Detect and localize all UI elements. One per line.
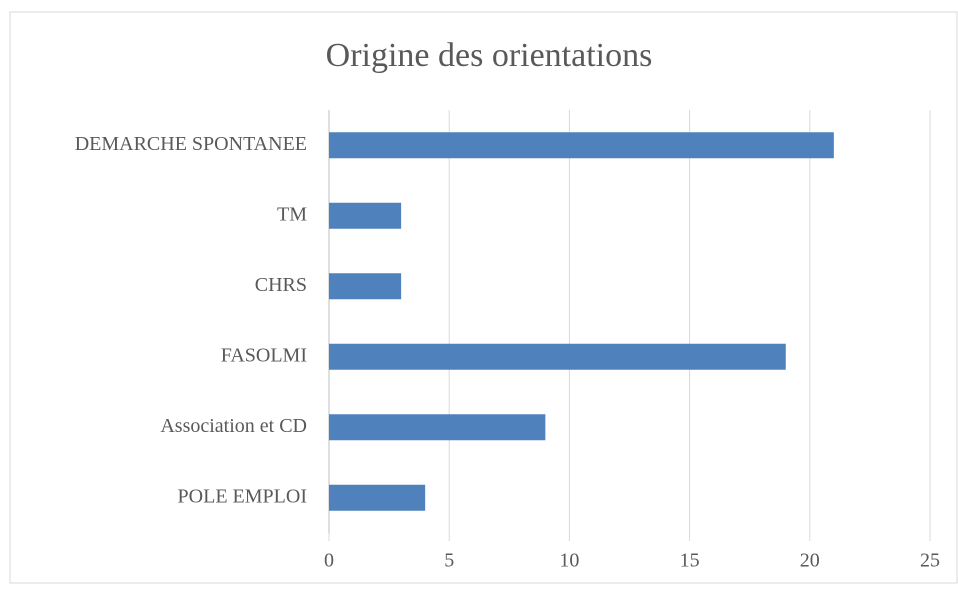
y-tick-label: POLE EMPLOI bbox=[178, 485, 307, 507]
bar bbox=[329, 484, 426, 511]
x-tick-label: 15 bbox=[680, 550, 700, 572]
y-tick-label: TM bbox=[277, 203, 307, 225]
y-tick-label: FASOLMI bbox=[221, 344, 307, 366]
bar bbox=[329, 202, 402, 229]
chart-border bbox=[9, 11, 958, 584]
x-tick-label: 5 bbox=[444, 550, 454, 572]
y-tick-label: DEMARCHE SPONTANEE bbox=[75, 133, 307, 155]
bar bbox=[329, 414, 546, 441]
bar bbox=[329, 273, 402, 300]
bar bbox=[329, 132, 834, 159]
x-tick-label: 10 bbox=[559, 550, 579, 572]
y-tick-label: Association et CD bbox=[160, 415, 307, 437]
bar bbox=[329, 343, 786, 370]
y-tick-label: CHRS bbox=[255, 274, 307, 296]
x-tick-label: 25 bbox=[920, 550, 940, 572]
x-tick-label: 20 bbox=[800, 550, 820, 572]
x-tick-label: 0 bbox=[324, 550, 334, 572]
chart-title: Origine des orientations bbox=[326, 37, 653, 74]
